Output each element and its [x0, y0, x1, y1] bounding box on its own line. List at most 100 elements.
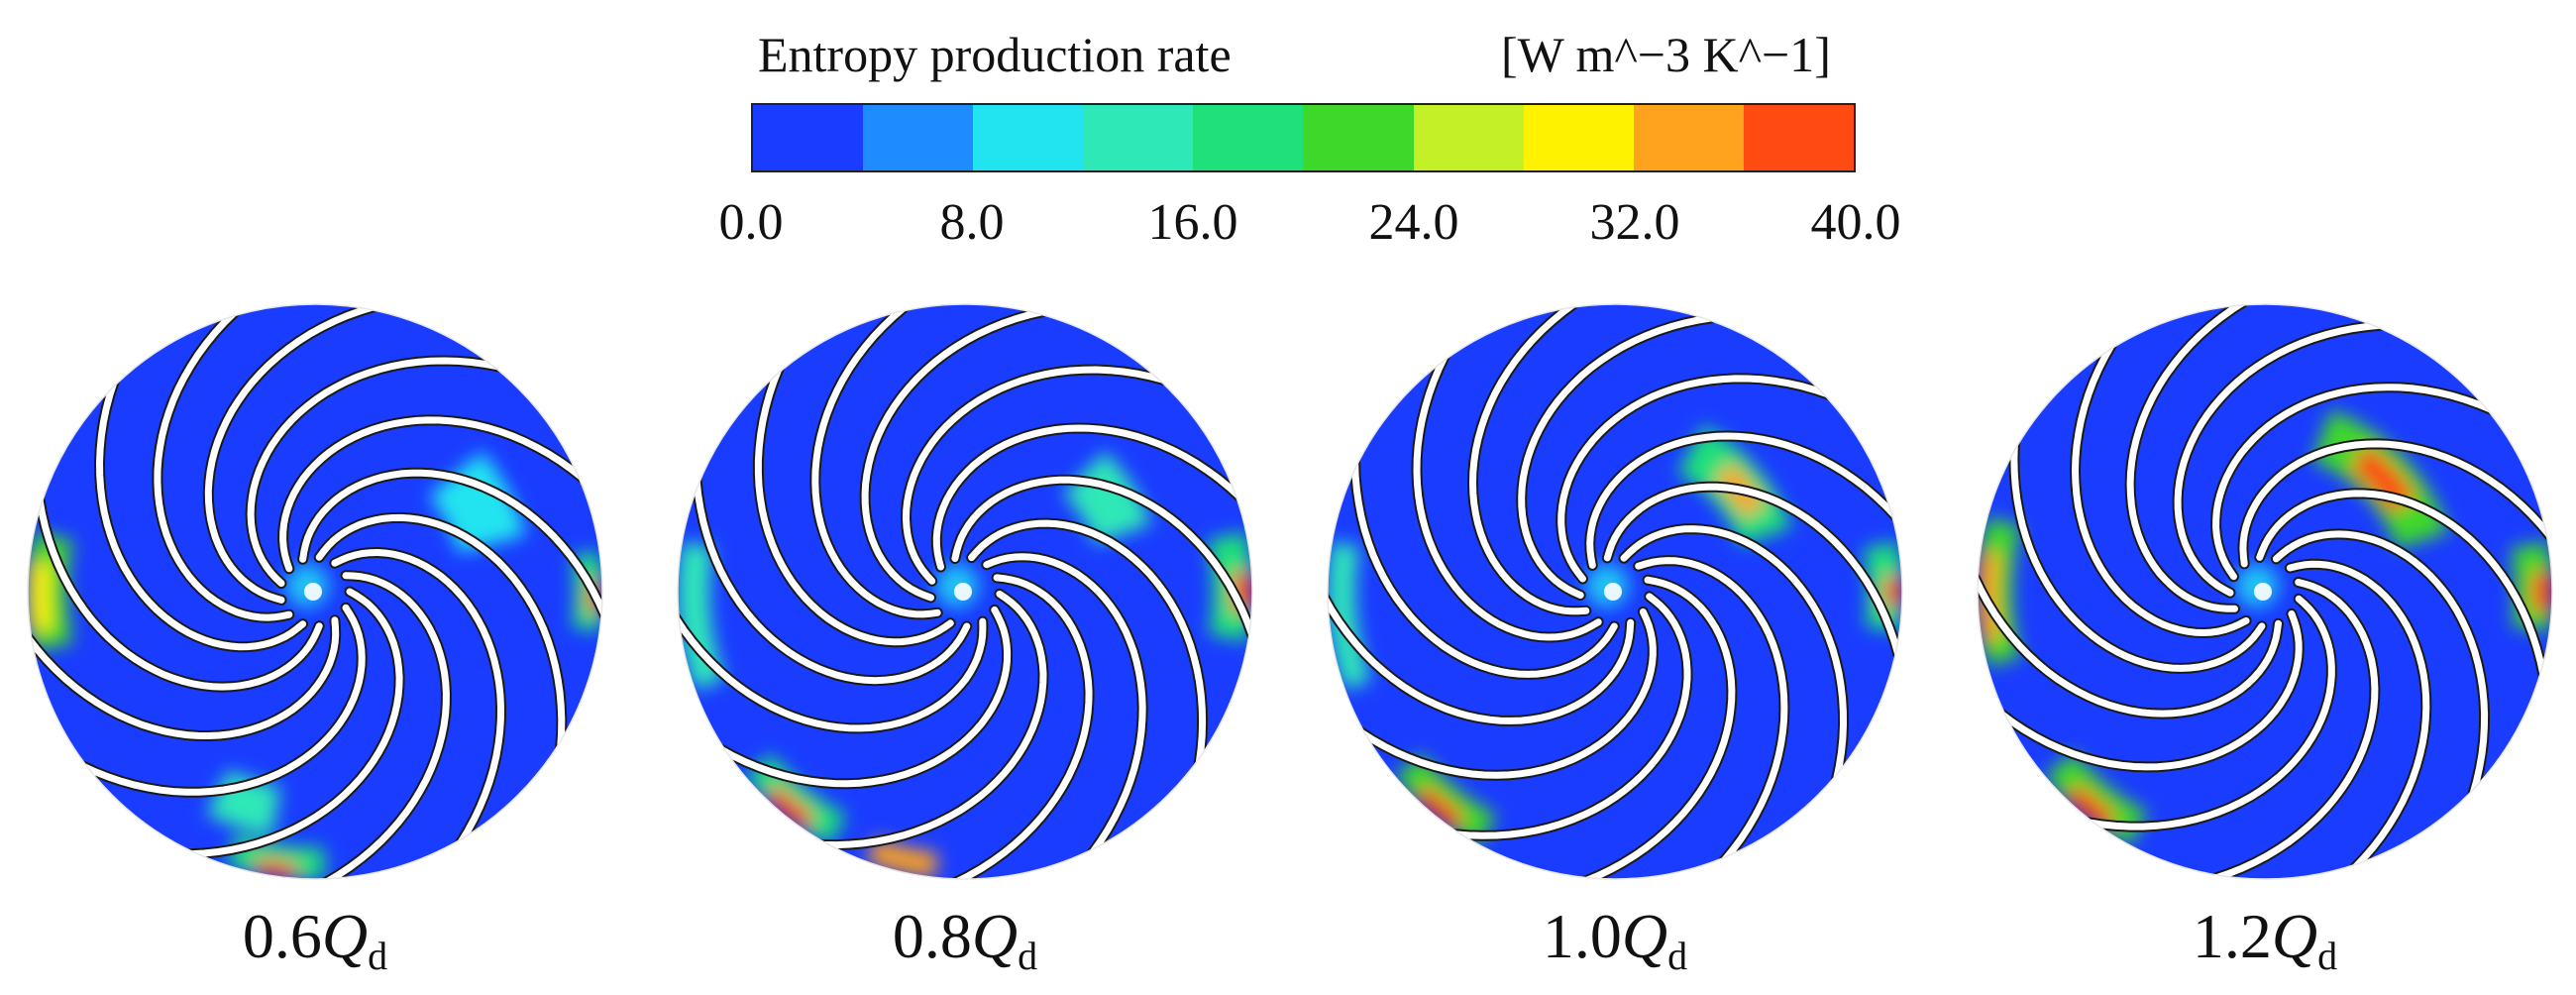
colorbar	[751, 103, 1856, 172]
flow-label-0-8qd: 0.8Qd	[893, 900, 1037, 979]
impeller-blade	[754, 351, 954, 646]
impeller-blade	[2272, 530, 2489, 813]
flow-symbol: Q	[321, 901, 369, 971]
impeller-blade	[704, 606, 1012, 788]
colorbar-swatch	[973, 105, 1084, 170]
flow-prefix: 0.6	[242, 901, 322, 971]
impeller-outline	[27, 303, 603, 880]
colorbar-swatch	[1743, 105, 1854, 170]
impeller-panel-1-0qd	[1327, 303, 1903, 880]
hub-center	[1604, 583, 1622, 601]
impeller-blade	[1978, 560, 2282, 718]
hub-center	[954, 583, 972, 601]
impeller-blade	[951, 476, 1252, 653]
flow-subscript: d	[1018, 934, 1038, 978]
impeller-blade	[1437, 593, 1691, 839]
flow-label-1-2qd: 1.2Qd	[2193, 900, 2337, 979]
colorbar-swatch	[753, 105, 864, 170]
hub-center	[304, 583, 322, 601]
entropy-hotspot	[765, 785, 814, 830]
flow-subscript: d	[1667, 934, 1688, 978]
entropy-hotspot	[866, 838, 938, 878]
impeller-blade	[154, 304, 293, 621]
flow-prefix: 0.8	[892, 901, 972, 971]
colorbar-tick-label: 32.0	[1589, 194, 1680, 251]
impeller-blade	[678, 602, 987, 732]
blades	[1328, 304, 1902, 879]
colorbar-swatch	[1523, 105, 1634, 170]
entropy-hotspot	[1394, 753, 1497, 846]
impeller-blade	[1620, 525, 1848, 798]
impeller-blade	[2256, 490, 2549, 694]
impeller-blade	[1468, 304, 1590, 615]
impeller-blade	[331, 548, 505, 859]
entropy-hotspot	[1415, 785, 1464, 830]
impeller-blade	[65, 604, 366, 796]
entropy-hotspot	[2065, 784, 2116, 830]
impeller-blade	[2212, 384, 2509, 581]
colorbar-tick-label: 0.0	[718, 194, 784, 251]
impeller-blade	[932, 424, 1252, 571]
entropy-hotspot	[1062, 451, 1151, 545]
impeller-blade	[2126, 304, 2261, 612]
impeller-blade	[279, 416, 597, 573]
flow-subscript: d	[2317, 934, 2338, 978]
blades	[1978, 304, 2552, 879]
colorbar-swatch	[1633, 105, 1744, 170]
entropy-hotspot	[1883, 576, 1902, 608]
impeller-blade	[939, 574, 1093, 879]
impeller-blade	[1413, 339, 1602, 641]
entropy-hotspot	[2531, 571, 2552, 612]
impeller-outline	[1327, 303, 1903, 880]
impeller-blade	[2010, 425, 2266, 672]
impeller-panel-1-2qd	[1977, 303, 2553, 880]
impeller-blade	[968, 519, 1207, 782]
flow-label-1-0qd: 1.0Qd	[1543, 900, 1687, 979]
impeller-blade	[299, 469, 602, 633]
colorbar-tick-label: 16.0	[1147, 194, 1238, 251]
impeller-blade	[1351, 443, 1618, 678]
colorbar-tick-label: 40.0	[1810, 194, 1901, 251]
impeller-blade	[2198, 579, 2379, 879]
flow-prefix: 1.2	[2192, 901, 2272, 971]
flow-symbol: Q	[1621, 901, 1668, 971]
impeller-blade	[1518, 312, 1731, 600]
impeller-blade	[2071, 328, 2250, 637]
impeller-blade	[34, 481, 323, 691]
hub-center	[2254, 583, 2272, 601]
impeller-blade	[315, 513, 566, 766]
impeller-blade	[692, 462, 971, 685]
impeller-blade	[1586, 432, 1902, 569]
impeller-blade	[1635, 557, 1788, 876]
impeller-blade	[1328, 581, 1635, 724]
flow-prefix: 1.0	[1542, 901, 1622, 971]
entropy-hotspot	[255, 857, 296, 879]
impeller-blade	[204, 304, 391, 604]
flow-symbol: Q	[2271, 901, 2318, 971]
impeller-panel-0-6qd	[27, 303, 603, 880]
impeller-blade	[861, 305, 1061, 602]
impeller-blade	[1344, 608, 1657, 779]
colorbar-swatch	[1083, 105, 1194, 170]
entropy-hotspot	[1864, 541, 1902, 632]
impeller-outline	[1977, 303, 2553, 880]
legend-title: Entropy production rate	[758, 27, 1232, 82]
colorbar-tick-label: 24.0	[1368, 194, 1459, 251]
colorbar-tick-label: 8.0	[939, 194, 1005, 251]
blades	[28, 304, 602, 879]
impeller-blade	[247, 357, 517, 588]
entropy-hotspot	[28, 561, 53, 632]
impeller-blade	[171, 588, 403, 858]
impeller-blade	[1603, 483, 1902, 674]
impeller-blade	[309, 572, 450, 879]
impeller-blade	[1568, 576, 1736, 879]
impeller-blade	[28, 616, 340, 740]
impeller-blade	[804, 590, 1047, 849]
impeller-blade	[1557, 375, 1846, 583]
flow-symbol: Q	[971, 901, 1019, 971]
impeller-blade	[2286, 560, 2430, 879]
impeller-panel-0-8qd	[677, 303, 1253, 880]
colorbar-swatch	[1413, 105, 1524, 170]
impeller-blade	[1986, 609, 2303, 771]
blades	[678, 304, 1252, 879]
